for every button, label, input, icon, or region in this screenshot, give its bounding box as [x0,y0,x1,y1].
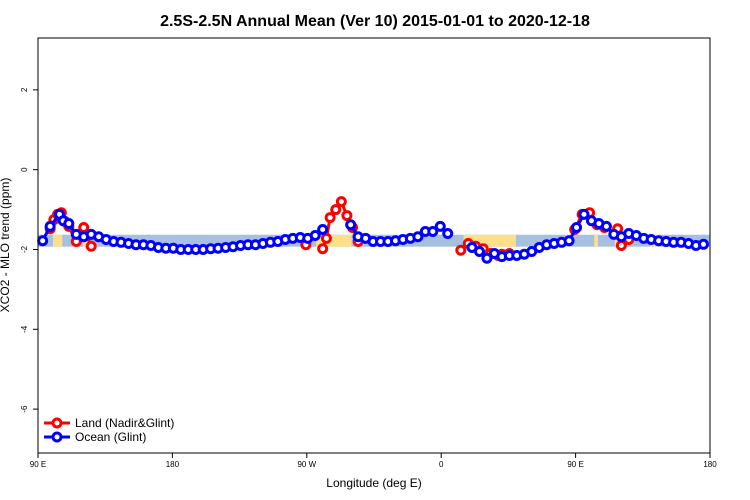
data-point [317,243,329,255]
legend-label: Land (Nadir&Glint) [75,416,174,430]
y-axis-label: XCO2 - MLO trend (ppm) [0,178,12,313]
land-band-segment [52,234,63,247]
data-point [44,220,56,232]
data-point [578,208,590,220]
legend-marker [51,417,63,429]
data-point [434,220,446,232]
data-point [320,232,332,244]
data-point [473,245,485,257]
data-point [615,240,627,251]
legend-label: Ocean (Glint) [75,430,146,444]
x-tick-label: 90 W [297,460,316,469]
data-point [345,219,357,231]
y-tick-label: -2 [20,245,29,253]
data-point [600,220,612,232]
legend: Land (Nadir&Glint)Ocean (Glint) [44,416,174,444]
data-point [324,212,336,224]
legend-marker [51,431,63,443]
data-point [330,204,342,216]
data-point [442,228,454,240]
land-band-segment [463,234,516,247]
x-tick-label: 180 [703,460,717,469]
data-point [317,224,329,236]
y-tick-label: -4 [20,325,29,333]
chart-title: 2.5S-2.5N Annual Mean (Ver 10) 2015-01-0… [160,13,590,30]
data-point [697,238,709,250]
data-point [455,244,467,256]
y-tick-label: -6 [20,405,29,413]
x-tick-label: 90 E [567,460,583,469]
data-point [85,240,97,252]
data-point [335,196,347,208]
x-axis-label: Longitude (deg E) [326,476,421,490]
y-axis: 2 0 -2 -4 -6 [20,87,38,413]
data-point [571,222,583,234]
plot-frame [37,37,711,454]
series-layer [37,196,709,264]
data-point [412,231,424,243]
data-point [78,222,90,234]
data-point [37,235,49,247]
data-point [427,226,439,238]
x-tick-label: 90 E [30,460,46,469]
data-point [63,218,75,230]
data-point [563,235,575,247]
data-point [341,210,353,222]
y-tick-label: 0 [20,167,29,172]
x-tick-label: 180 [166,460,180,469]
data-point [309,230,321,242]
y-tick-label: 2 [20,87,29,92]
land-band-segment [594,234,598,247]
x-tick-label: 0 [439,460,444,469]
x-axis: 90 E 180 90 W 0 90 E 180 [30,453,717,469]
land-band-segment [316,234,352,247]
data-point [481,252,493,264]
